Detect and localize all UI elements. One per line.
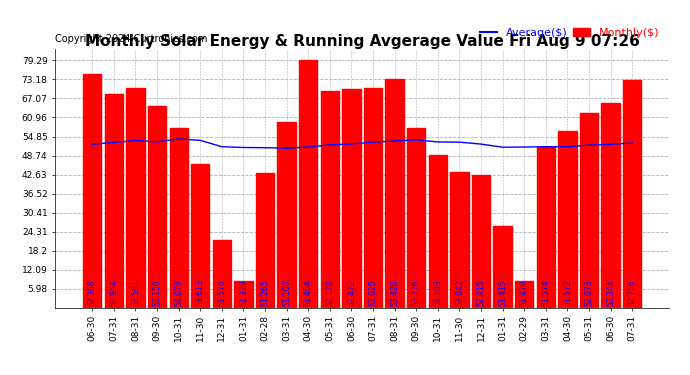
Legend: Average($), Monthly($): Average($), Monthly($)	[476, 23, 664, 42]
Text: 52.472: 52.472	[347, 279, 356, 306]
Bar	[602, 103, 620, 308]
Text: 51.265: 51.265	[261, 279, 270, 306]
Bar	[537, 147, 555, 308]
Bar	[342, 89, 361, 308]
Bar	[126, 88, 145, 308]
Text: 51.470: 51.470	[520, 279, 529, 306]
Bar	[515, 281, 533, 308]
Bar	[451, 172, 469, 308]
Bar	[191, 164, 210, 308]
Bar	[213, 240, 231, 308]
Bar	[493, 226, 512, 308]
Text: 52.756: 52.756	[628, 279, 637, 306]
Text: 54.079: 54.079	[174, 279, 183, 306]
Text: 53.103: 53.103	[433, 279, 442, 306]
Text: 51.572: 51.572	[563, 279, 572, 306]
Text: 53.613: 53.613	[196, 279, 205, 306]
Text: 53.042: 53.042	[455, 279, 464, 306]
Text: 53.150: 53.150	[152, 279, 161, 306]
Text: Copyright 2024 Curtronics.com: Copyright 2024 Curtronics.com	[55, 34, 208, 44]
Bar	[364, 88, 382, 308]
Text: 52.368: 52.368	[88, 279, 97, 306]
Text: 51.329: 51.329	[239, 279, 248, 306]
Bar	[321, 91, 339, 308]
Text: 51.576: 51.576	[217, 279, 226, 306]
Text: 53.428: 53.428	[390, 279, 399, 306]
Text: 52.073: 52.073	[584, 279, 593, 306]
Bar	[558, 131, 577, 308]
Bar	[83, 74, 101, 308]
Bar	[256, 174, 274, 308]
Bar	[472, 175, 490, 308]
Title: Monthly Solar Energy & Running Avgerage Value Fri Aug 9 07:26: Monthly Solar Energy & Running Avgerage …	[85, 34, 640, 49]
Text: 52.344: 52.344	[606, 279, 615, 306]
Text: 53.025: 53.025	[368, 279, 377, 306]
Bar	[170, 128, 188, 308]
Text: 51.100: 51.100	[282, 279, 291, 306]
Bar	[105, 94, 123, 308]
Bar	[623, 80, 642, 308]
Bar	[235, 281, 253, 308]
Text: 52.178: 52.178	[326, 280, 335, 306]
Text: 51.574: 51.574	[542, 279, 551, 306]
Bar	[428, 155, 447, 308]
Text: 52.954: 52.954	[110, 279, 119, 306]
Text: 51.464: 51.464	[304, 279, 313, 306]
Bar	[386, 80, 404, 308]
Text: 53.776: 53.776	[412, 279, 421, 306]
Bar	[580, 112, 598, 308]
Bar	[299, 60, 317, 308]
Bar	[277, 122, 296, 308]
Text: 53.561: 53.561	[131, 279, 140, 306]
Text: 52.415: 52.415	[477, 279, 486, 306]
Text: 51.415: 51.415	[498, 279, 507, 306]
Bar	[148, 106, 166, 308]
Bar	[407, 128, 426, 308]
